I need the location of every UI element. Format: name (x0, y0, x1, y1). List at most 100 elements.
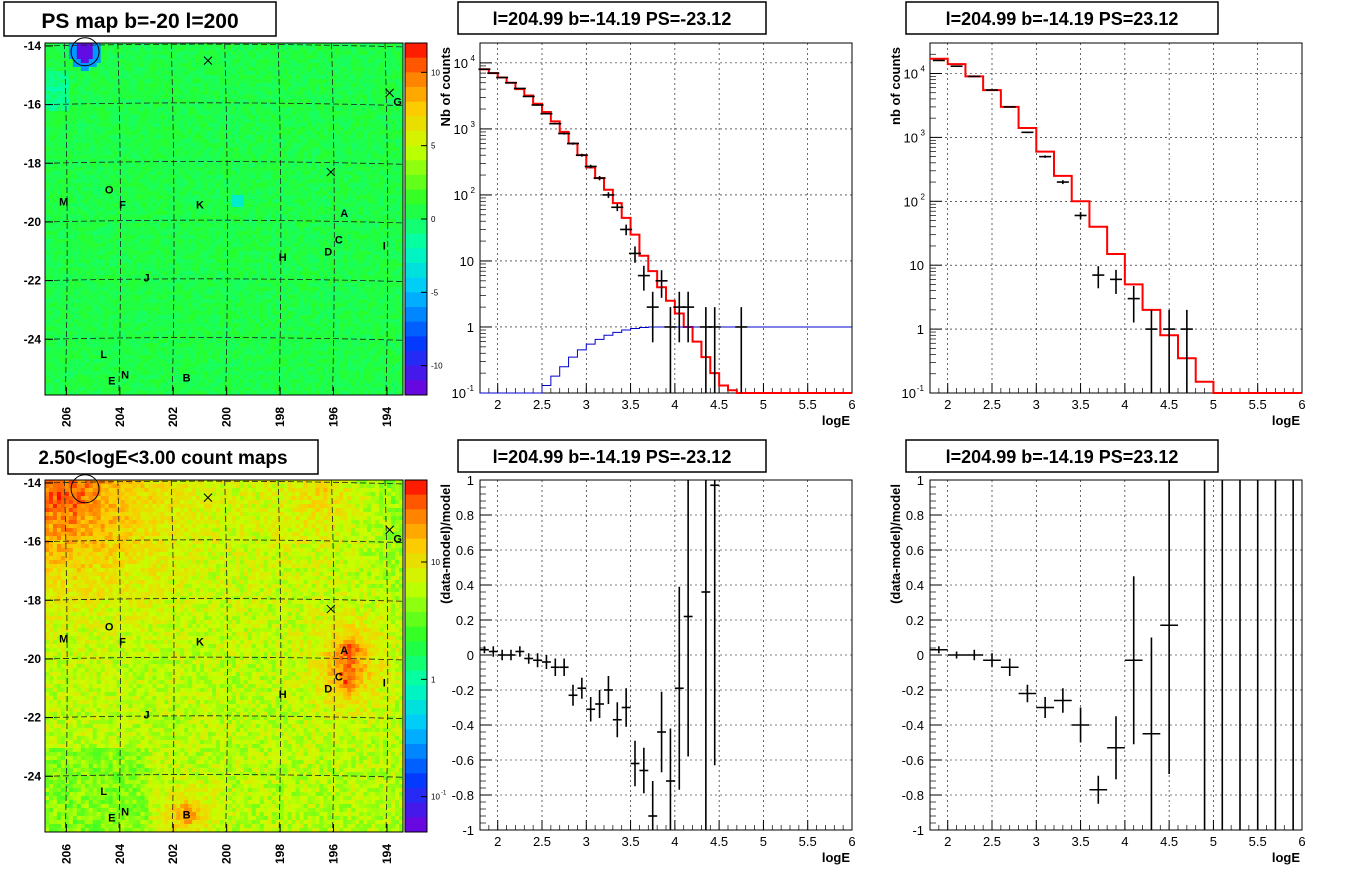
map-pixel (144, 67, 148, 71)
map-pixel (61, 131, 65, 135)
map-pixel (73, 203, 77, 207)
map-pixel (129, 187, 133, 191)
map-pixel (136, 239, 140, 243)
map-pixel (89, 223, 93, 227)
map-pixel (129, 339, 133, 343)
map-pixel (136, 303, 140, 307)
map-pixel (93, 87, 97, 91)
map-pixel (133, 131, 137, 135)
map-pixel (61, 375, 65, 379)
map-pixel (125, 359, 129, 363)
map-pixel (144, 79, 148, 83)
map-pixel (109, 115, 113, 119)
map-pixel (89, 47, 93, 51)
map-pixel (85, 187, 89, 191)
map-pixel (109, 247, 113, 251)
map-pixel (144, 83, 148, 87)
map-pixel (136, 43, 140, 47)
map-pixel (57, 339, 61, 343)
map-pixel (136, 171, 140, 175)
map-pixel (125, 127, 129, 131)
map-pixel (89, 375, 93, 379)
map-pixel (49, 239, 53, 243)
map-pixel (140, 263, 144, 267)
map-pixel (129, 75, 133, 79)
map-pixel (125, 247, 129, 251)
map-pixel (73, 131, 77, 135)
map-pixel (129, 171, 133, 175)
map-pixel (136, 115, 140, 119)
map-pixel (53, 255, 57, 259)
map-pixel (109, 43, 113, 47)
map-pixel (93, 379, 97, 383)
map-pixel (81, 183, 85, 187)
map-pixel (69, 299, 73, 303)
map-pixel (45, 247, 49, 251)
map-pixel (105, 159, 109, 163)
map-pixel (77, 291, 81, 295)
map-pixel (136, 83, 140, 87)
map-pixel (61, 239, 65, 243)
map-pixel (73, 343, 77, 347)
map-pixel (105, 263, 109, 267)
map-pixel (121, 75, 125, 79)
map-pixel (140, 151, 144, 155)
map-pixel (140, 147, 144, 151)
map-pixel (93, 303, 97, 307)
map-pixel (133, 155, 137, 159)
map-pixel (101, 99, 105, 103)
map-pixel (53, 227, 57, 231)
map-pixel (109, 63, 113, 67)
map-pixel (93, 115, 97, 119)
map-pixel (101, 251, 105, 255)
map-pixel (49, 115, 53, 119)
map-pixel (109, 255, 113, 259)
map-pixel (81, 131, 85, 135)
map-pixel (77, 371, 81, 375)
map-pixel (129, 175, 133, 179)
map-pixel (133, 151, 137, 155)
map-pixel (53, 115, 57, 119)
map-pixel (144, 131, 148, 135)
map-pixel (133, 147, 137, 151)
map-pixel (61, 179, 65, 183)
map-pixel (105, 271, 109, 275)
map-pixel (93, 371, 97, 375)
map-pixel (81, 315, 85, 319)
map-pixel (69, 111, 73, 115)
map-pixel (101, 75, 105, 79)
map-pixel (101, 247, 105, 251)
map-pixel (77, 359, 81, 363)
map-pixel (85, 223, 89, 227)
map-pixel (105, 99, 109, 103)
map-pixel (136, 335, 140, 339)
map-pixel (121, 351, 125, 355)
map-pixel (89, 307, 93, 311)
map-pixel (61, 91, 65, 95)
map-pixel (57, 291, 61, 295)
map-pixel (85, 195, 89, 199)
map-pixel (109, 263, 113, 267)
map-pixel (105, 135, 109, 139)
map-pixel (109, 227, 113, 231)
map-pixel (105, 311, 109, 315)
map-pixel (144, 231, 148, 235)
map-pixel (97, 95, 101, 99)
map-pixel (125, 191, 129, 195)
map-pixel (57, 367, 61, 371)
map-pixel (133, 159, 137, 163)
map-pixel (57, 79, 61, 83)
map-pixel (109, 131, 113, 135)
map-pixel (109, 223, 113, 227)
map-pixel (45, 51, 49, 55)
map-pixel (140, 303, 144, 307)
map-pixel (89, 251, 93, 255)
map-pixel (57, 147, 61, 151)
map-pixel (69, 363, 73, 367)
map-pixel (140, 163, 144, 167)
map-pixel (113, 43, 117, 47)
map-pixel (140, 67, 144, 71)
map-pixel (97, 267, 101, 271)
map-pixel (49, 87, 53, 91)
map-pixel (109, 231, 113, 235)
